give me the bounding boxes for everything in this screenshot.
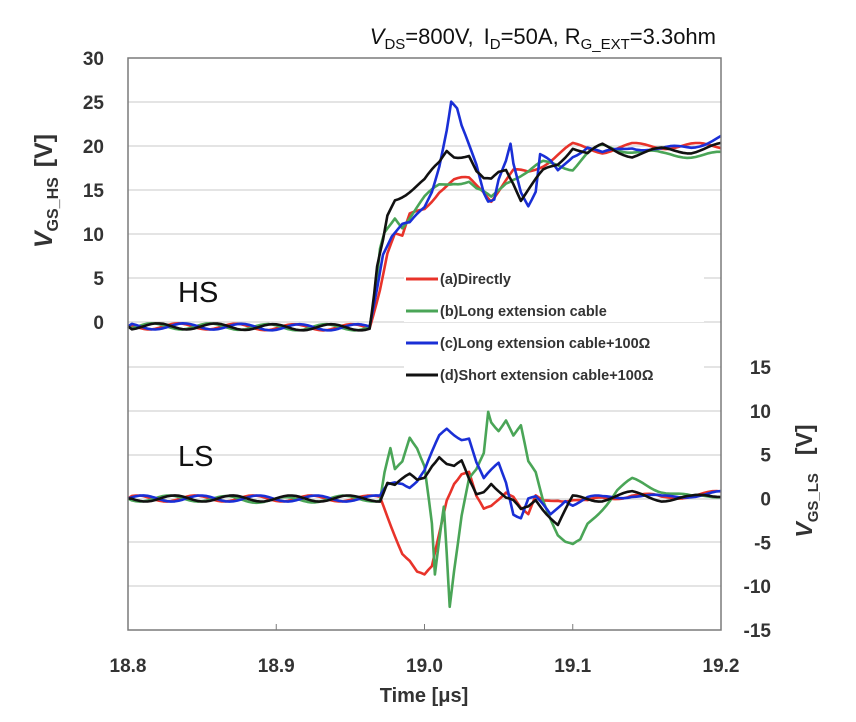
title-d: D (490, 36, 501, 53)
title-r: R (565, 24, 581, 49)
title-rg-value: =3.3ohm (630, 24, 716, 49)
series-hs-line (127, 100, 722, 332)
plot-frame (127, 57, 722, 631)
hs-ylabel-unit: [V] (30, 134, 58, 167)
x-tick-label: 19.1 (554, 656, 591, 677)
title-i: I (484, 24, 490, 49)
title-vds-value: =800V, (405, 24, 473, 49)
hs-y-axis-title: VGS_HS [V] (30, 134, 62, 248)
hs-y-tick-label: 0 (93, 313, 104, 334)
ls-panel-label: LS (178, 441, 213, 473)
legend-bg (404, 332, 704, 354)
hs-y-tick-label: 25 (83, 93, 105, 114)
x-axis-title: Time [μs] (380, 685, 469, 707)
ls-y-tick-label: -15 (744, 621, 772, 642)
hs-y-tick-label: 20 (83, 137, 104, 158)
hs-y-tick-label: 10 (83, 225, 104, 246)
ls-y-tick-label: 0 (760, 490, 771, 511)
hs-ylabel-v: V (30, 229, 58, 248)
ls-y-tick-label: 10 (750, 402, 771, 423)
series-ls-line (127, 456, 722, 527)
legend-bg (404, 364, 704, 386)
legend-label: (a)Directly (440, 272, 511, 288)
x-tick-label: 19.0 (406, 656, 443, 677)
x-tick-label: 18.9 (258, 656, 295, 677)
x-tick-label: 18.8 (110, 656, 147, 677)
legend-label: (c)Long extension cable+100Ω (440, 336, 651, 352)
legend-label: (d)Short extension cable+100Ω (440, 368, 654, 384)
series-hs-line (127, 141, 722, 332)
hs-panel-label: HS (178, 277, 218, 309)
ls-y-axis-title: VGS_LS [V] (791, 424, 822, 537)
title-v: V (370, 24, 387, 49)
hs-ylabel-sub: GS_HS (45, 177, 62, 232)
ls-ylabel-unit: [V] (791, 424, 817, 455)
hs-y-tick-label: 30 (83, 49, 104, 70)
x-tick-label: 19.2 (703, 656, 740, 677)
title-g-ext: G_EXT (581, 36, 630, 53)
title-ds: DS (384, 36, 405, 53)
hs-y-tick-label: 15 (83, 181, 105, 202)
ls-y-tick-label: 5 (760, 446, 771, 467)
title-id-value: =50A, (501, 24, 559, 49)
legend: (a)Directly (b)Long extension cable (c)Lon… (404, 268, 704, 386)
ls-y-tick-label: 15 (750, 358, 772, 379)
legend-label: (b)Long extension cable (440, 304, 607, 320)
chart-title: VDS=800V, ID=50A, RG_EXT=3.3ohm (370, 24, 716, 53)
series-ls-line (127, 470, 722, 576)
ls-ylabel-v: V (791, 521, 817, 538)
tick-labels: 0 5 10 15 20 25 30 -15 -10 -5 0 5 10 15 18.8 18.9 19.0 19… (83, 49, 772, 677)
ls-ylabel-sub: GS_LS (805, 473, 822, 522)
hs-y-tick-label: 5 (93, 269, 104, 290)
ls-y-tick-label: -5 (754, 533, 771, 554)
series-layer (127, 100, 722, 609)
legend-bg (404, 268, 704, 290)
ls-y-tick-label: -10 (744, 577, 771, 598)
series-ls-line (127, 410, 722, 609)
legend-bg (404, 300, 704, 322)
